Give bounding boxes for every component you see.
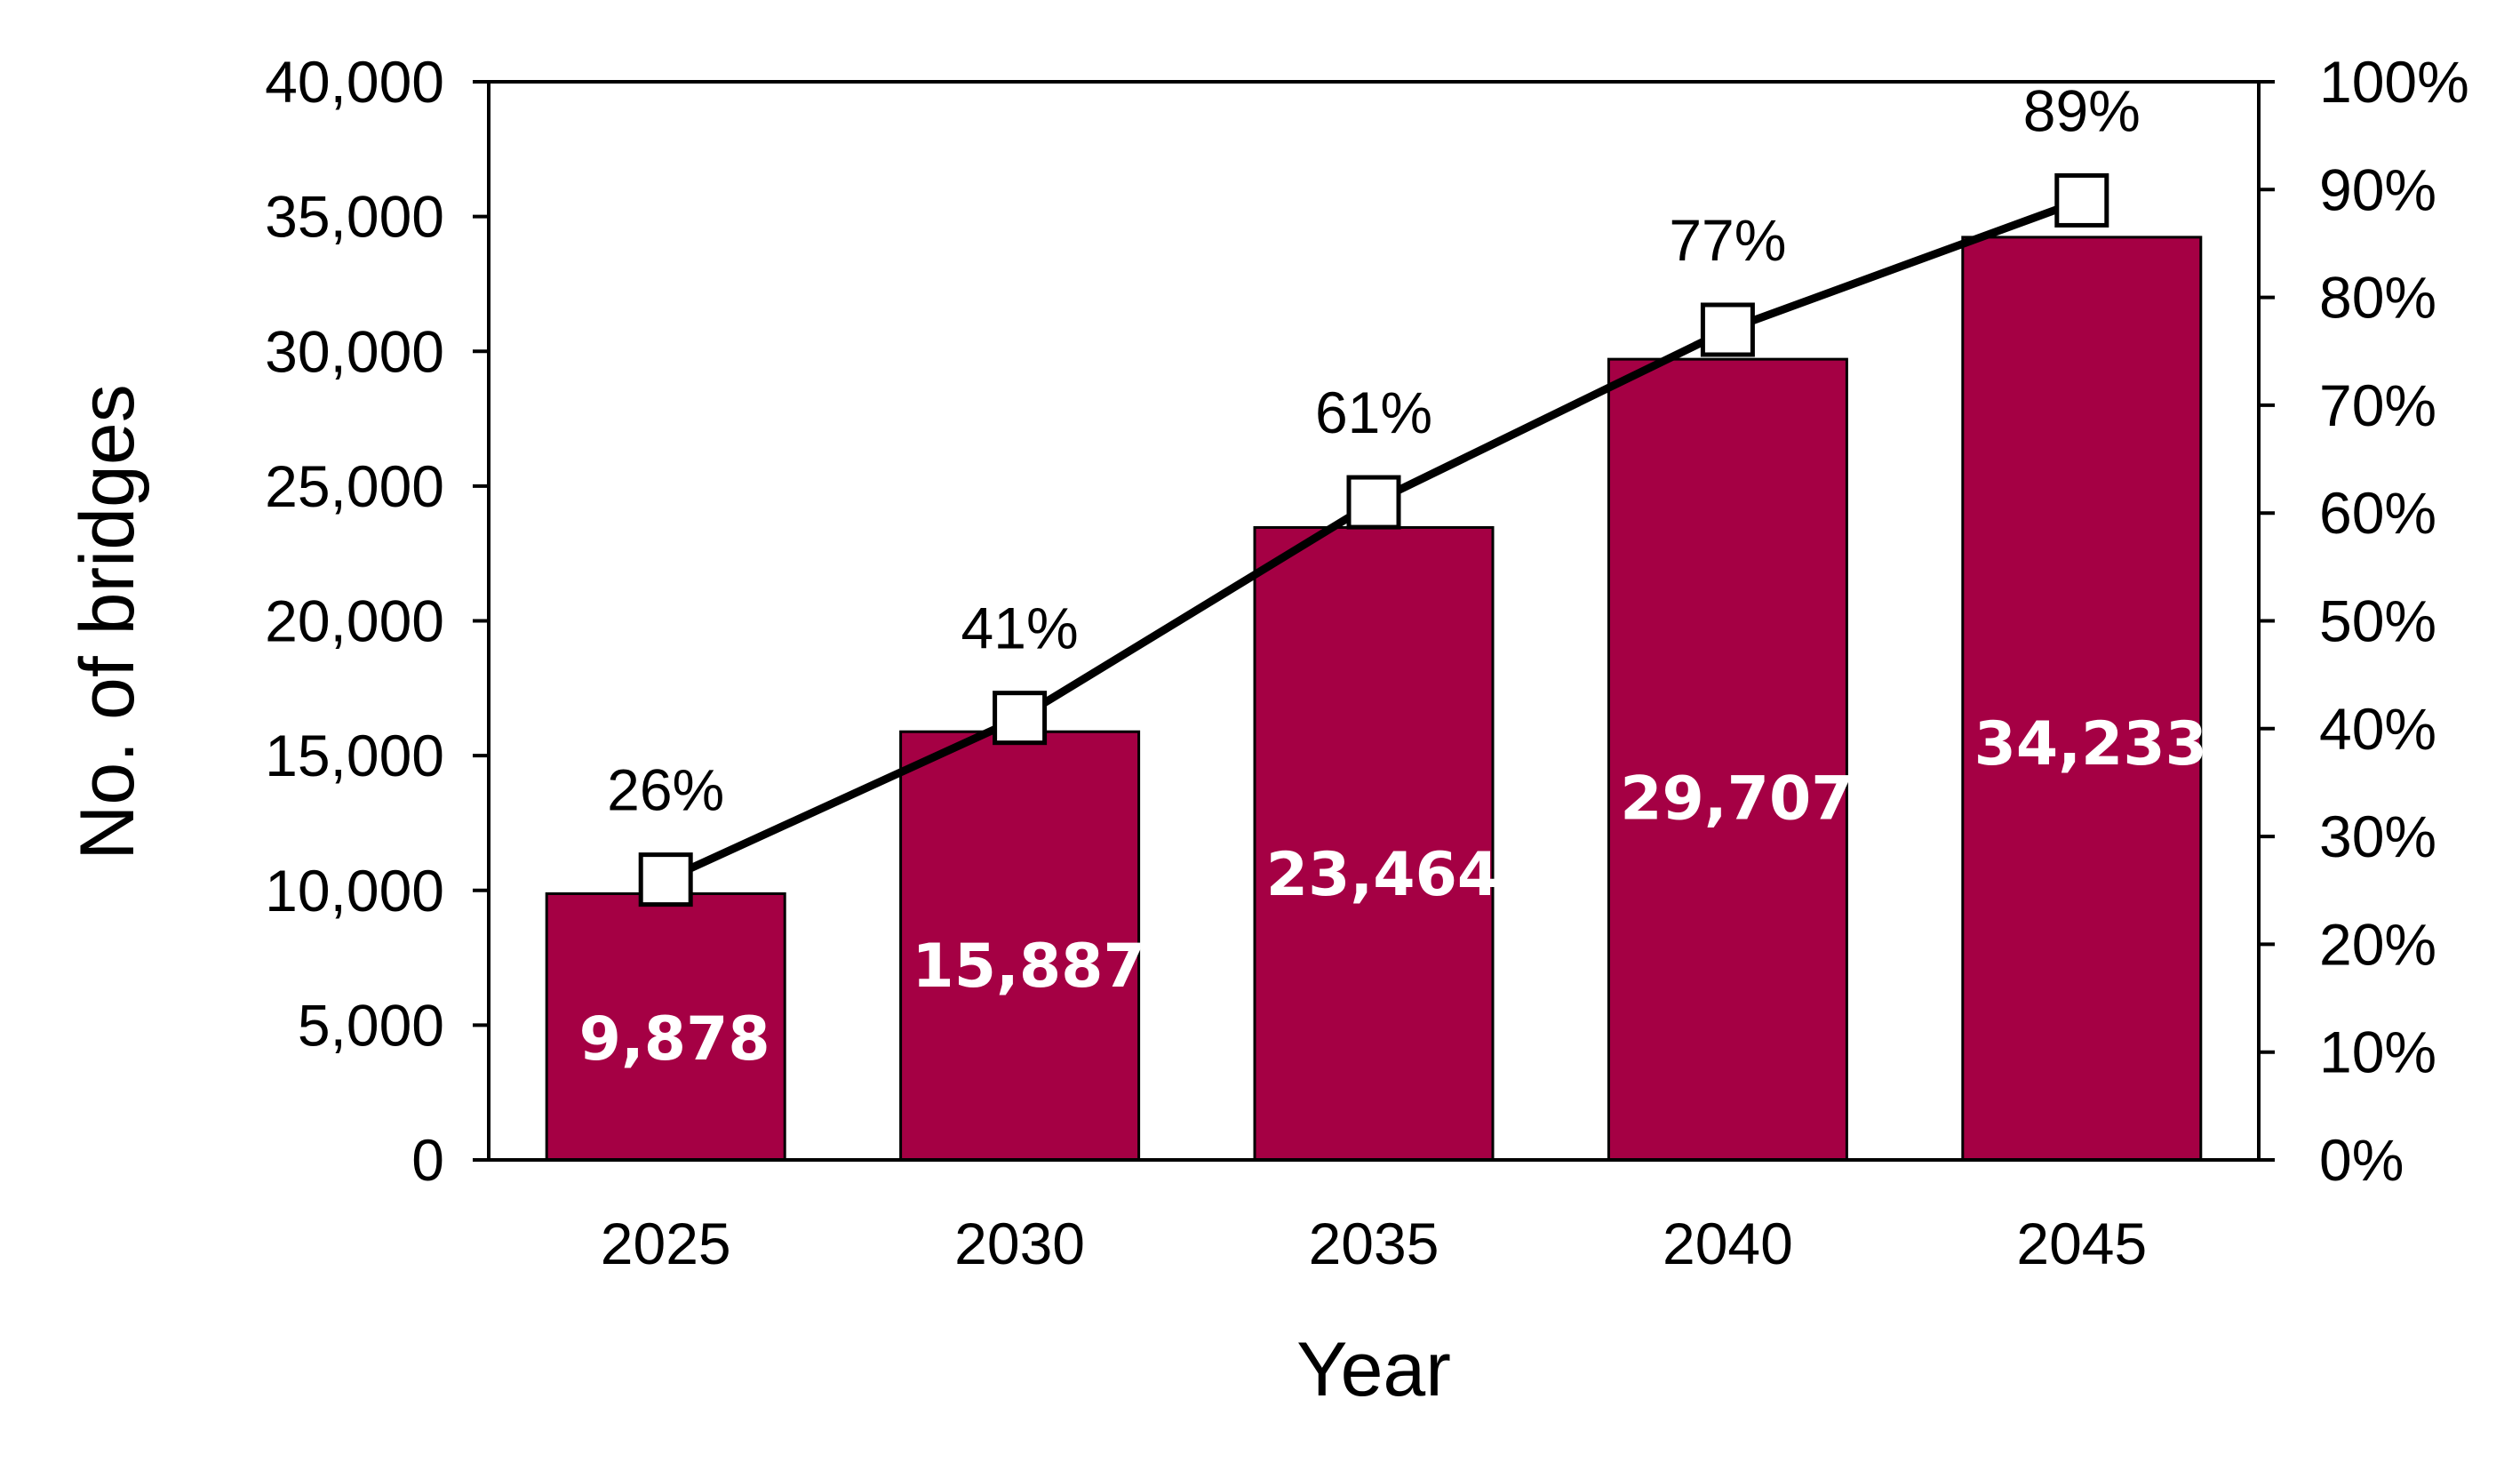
x-tick-label: 2030 xyxy=(954,1211,1085,1276)
y2-tick-label: 60% xyxy=(2319,480,2436,546)
y-tick-label: 15,000 xyxy=(265,723,444,788)
line-marker-2025 xyxy=(638,852,693,907)
line-marker-2030 xyxy=(993,691,1048,746)
labels-layer: 9,878 15,887 23,464 29,707 34,233 26% 41% 61% 77… xyxy=(579,77,2207,1075)
bar-value-label-2030: 15,887 xyxy=(912,931,1144,1002)
y-tick-label: 20,000 xyxy=(265,588,444,654)
y2-tick-label: 50% xyxy=(2319,588,2436,654)
bar-2025 xyxy=(545,891,786,1162)
y-tick-label: 40,000 xyxy=(265,49,444,115)
y2-tick-label: 20% xyxy=(2319,911,2436,977)
y2-tick-label: 70% xyxy=(2319,372,2436,438)
bar-value-label-2025: 9,878 xyxy=(579,1004,770,1075)
y-tick-label: 25,000 xyxy=(265,453,444,519)
line-value-label-2025: 26% xyxy=(607,757,724,823)
line-marker-2040 xyxy=(1700,302,1755,357)
y2-tick-label: 80% xyxy=(2319,265,2436,331)
line-value-label-2040: 77% xyxy=(1669,207,1786,273)
y2-tick-label: 100% xyxy=(2319,49,2469,115)
line-marker-2045 xyxy=(2054,172,2109,228)
bars-layer xyxy=(545,236,2203,1162)
y-tick-label: 30,000 xyxy=(265,318,444,384)
y2-tick-label: 40% xyxy=(2319,696,2436,762)
bar-2045 xyxy=(1961,236,2203,1162)
line-value-label-2030: 41% xyxy=(961,596,1079,661)
y2-tick-label: 30% xyxy=(2319,803,2436,869)
bar-2030 xyxy=(899,730,1141,1162)
bar-2040 xyxy=(1607,357,1848,1162)
y-tick-label: 0 xyxy=(411,1127,444,1193)
bar-value-label-2040: 29,707 xyxy=(1620,764,1853,835)
x-axis-title: Year xyxy=(1296,1327,1451,1412)
x-tick-label: 2035 xyxy=(1309,1211,1439,1276)
bar-value-label-2035: 23,464 xyxy=(1266,840,1499,910)
y-axis-title: No. of bridges xyxy=(65,384,150,859)
line-marker-2035 xyxy=(1346,475,1401,530)
y2-tick-label: 0% xyxy=(2319,1127,2404,1193)
line-value-label-2045: 89% xyxy=(2023,77,2141,143)
line-value-label-2035: 61% xyxy=(1315,380,1432,445)
y2-tick-label: 90% xyxy=(2319,156,2436,222)
y2-tick-label: 10% xyxy=(2319,1019,2436,1085)
x-tick-label: 2025 xyxy=(601,1211,731,1276)
line-layer xyxy=(638,172,2109,907)
x-tick-label: 2045 xyxy=(2016,1211,2147,1276)
y-tick-label: 35,000 xyxy=(265,184,444,250)
y-tick-label: 10,000 xyxy=(265,858,444,923)
y-tick-label: 5,000 xyxy=(298,992,444,1058)
x-tick-label: 2040 xyxy=(1663,1211,1793,1276)
axes-layer: 0 5,000 10,000 15,000 20,000 25,000 30,000 35,0… xyxy=(265,49,2469,1276)
bar-value-label-2045: 34,233 xyxy=(1974,709,2207,779)
